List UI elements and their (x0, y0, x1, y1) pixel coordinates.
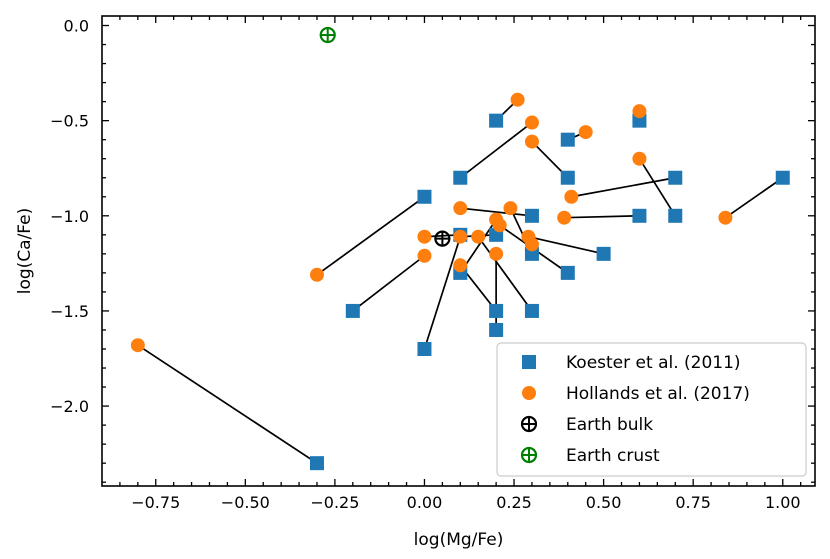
connection-line (477, 236, 533, 312)
connection-line (423, 236, 462, 350)
hollands-point (417, 229, 432, 244)
hollands-point (453, 229, 468, 244)
hollands-point (503, 201, 518, 216)
x-tick-label: 0.25 (496, 493, 532, 512)
connection-line (528, 235, 604, 255)
legend: Koester et al. (2011) Hollands et al. (20… (496, 342, 807, 477)
hollands-point (632, 151, 647, 166)
hollands-point (417, 248, 432, 263)
x-tick-label: −0.50 (221, 493, 270, 512)
connection-line (564, 214, 640, 219)
hollands-point (471, 229, 486, 244)
data-markers (130, 26, 790, 471)
x-tick-label: 0.75 (675, 493, 711, 512)
koester-point (453, 170, 468, 185)
koester-point (489, 303, 504, 318)
earth-crust-point (319, 26, 336, 44)
koester-point (560, 132, 575, 147)
x-tick-label: −0.75 (131, 493, 180, 512)
legend-marker (522, 386, 536, 400)
hollands-point (557, 210, 572, 225)
y-tick-label: 0.0 (64, 17, 89, 36)
hollands-point (453, 201, 468, 216)
connection-line (352, 255, 425, 312)
y-tick-label: −0.5 (50, 112, 89, 131)
hollands-point (489, 246, 504, 261)
plot-frame (101, 15, 816, 487)
hollands-point (492, 218, 507, 233)
koester-point (417, 341, 432, 356)
hollands-point (578, 125, 593, 140)
koester-point (417, 189, 432, 204)
earth-bulk-point (434, 230, 451, 247)
x-axis-label: log(Mg/Fe) (414, 530, 504, 550)
axis-ticks: −0.75 −0.50 −0.25 0.00 0.25 0.50 0.75 1.00 0.0 −0… (50, 16, 815, 512)
koester-point (775, 170, 790, 185)
x-tick-label: 0.50 (586, 493, 622, 512)
y-tick-label: −1.5 (50, 302, 89, 321)
koester-point (489, 113, 504, 128)
hollands-point (453, 258, 468, 273)
koester-point (524, 303, 539, 318)
koester-point (560, 170, 575, 185)
koester-point (560, 265, 575, 280)
legend-marker (522, 355, 536, 369)
connection-line (460, 207, 533, 217)
legend-marker (520, 446, 538, 464)
connection-line (571, 176, 676, 198)
x-tick-label: 0.00 (407, 493, 443, 512)
koester-point (632, 208, 647, 223)
koester-point (309, 456, 324, 471)
hollands-point (632, 104, 647, 119)
connection-line (638, 158, 676, 217)
hollands-point (718, 210, 733, 225)
hollands-point (524, 237, 539, 252)
legend-label: Koester et al. (2011) (566, 353, 741, 373)
hollands-point (524, 115, 539, 130)
hollands-point (309, 267, 324, 282)
koester-point (524, 208, 539, 223)
y-tick-label: −1.0 (50, 207, 89, 226)
hollands-point (524, 134, 539, 149)
x-tick-label: 1.00 (765, 493, 801, 512)
koester-point (345, 303, 360, 318)
legend-label: Earth crust (566, 446, 660, 466)
koester-point (668, 170, 683, 185)
connection-line (316, 196, 425, 276)
connection-line (459, 121, 533, 179)
hollands-point (130, 338, 145, 353)
connection-line (724, 177, 784, 219)
hollands-point (510, 92, 525, 107)
koester-point (668, 208, 683, 223)
legend-box (496, 342, 807, 477)
koester-point (489, 322, 504, 337)
legend-label: Hollands et al. (2017) (566, 384, 750, 404)
y-tick-label: −2.0 (50, 397, 89, 416)
y-axis-label: log(Ca/Fe) (15, 208, 35, 295)
hollands-point (564, 189, 579, 204)
koester-point (596, 246, 611, 261)
connection-line (137, 344, 318, 464)
legend-marker (520, 415, 538, 433)
legend-label: Earth bulk (566, 415, 653, 435)
x-tick-label: −0.25 (310, 493, 359, 512)
